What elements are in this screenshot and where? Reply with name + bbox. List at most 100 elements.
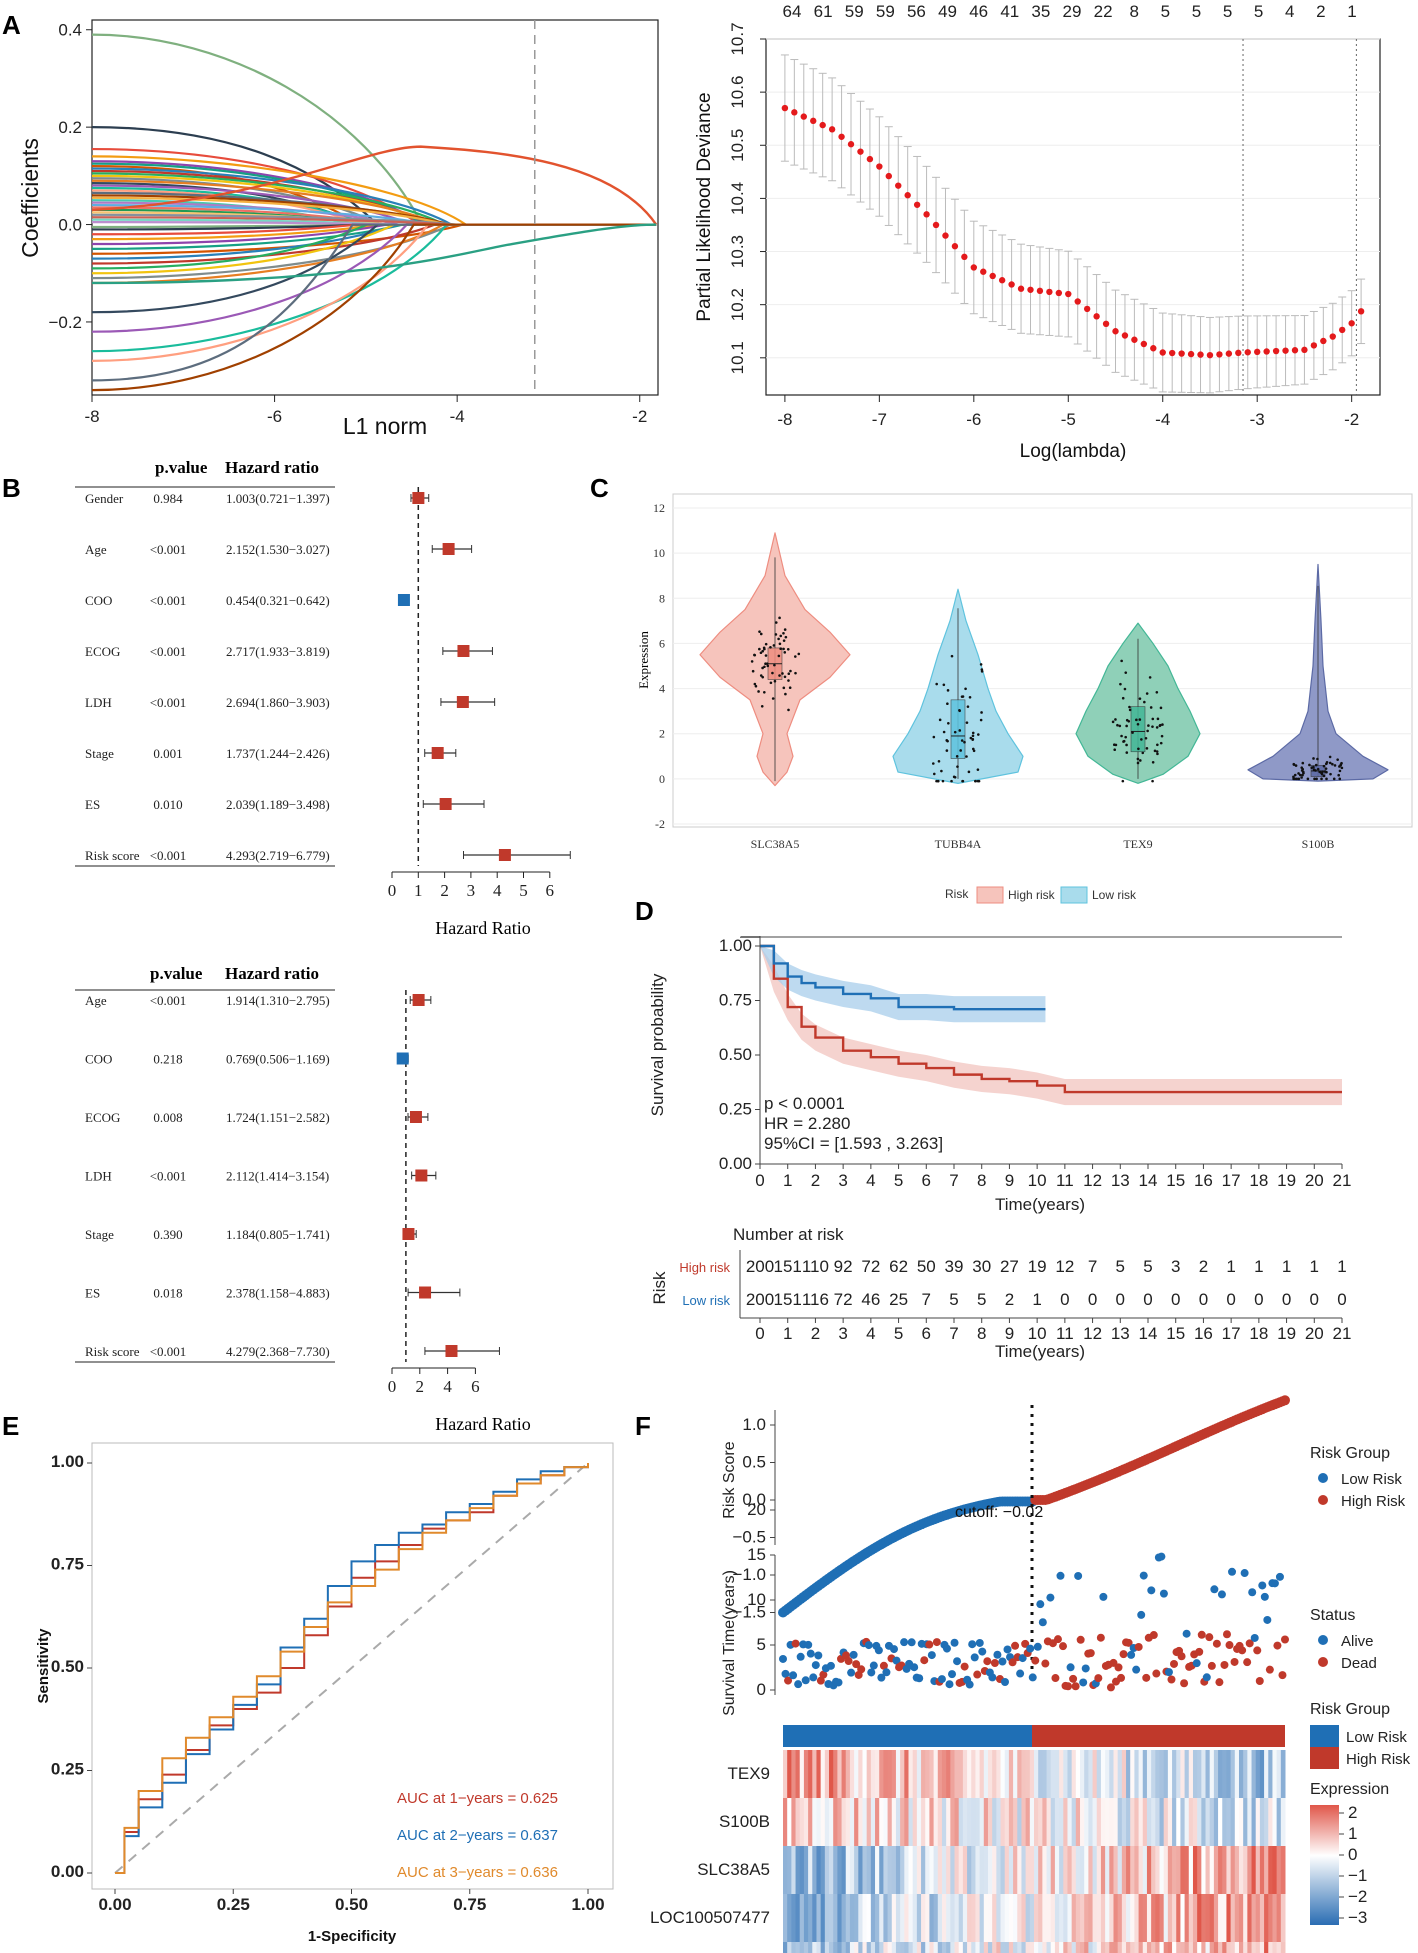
survival-point [1142, 1673, 1151, 1682]
heatmap-cell [1230, 1750, 1236, 1798]
coefficient-path [91, 223, 657, 382]
heatmap-cell [1180, 1750, 1186, 1798]
data-point [784, 635, 788, 639]
heatmap-cell [1255, 1942, 1261, 1953]
data-point [782, 647, 785, 651]
heatmap-cell [849, 1894, 855, 1942]
deviance-point [1159, 349, 1166, 356]
heatmap-cell [824, 1750, 830, 1798]
heatmap-cell [937, 1942, 943, 1953]
data-point [759, 651, 763, 655]
risk-row-label-high: High risk [679, 1260, 730, 1275]
deviance-point [1310, 342, 1318, 349]
data-point [1139, 759, 1142, 762]
deviance-point [1074, 298, 1081, 305]
survival-point [1220, 1660, 1229, 1669]
heatmap-cell [1230, 1894, 1236, 1942]
data-point [1313, 777, 1316, 781]
data-point [1136, 757, 1140, 761]
heatmap-cell [950, 1942, 956, 1953]
x-tick-label: 16 [1194, 1324, 1213, 1343]
heatmap-cell [1100, 1942, 1106, 1953]
survival-point [882, 1668, 891, 1677]
heatmap-cell [816, 1798, 822, 1846]
heatmap-cell [849, 1846, 855, 1894]
data-point [782, 686, 786, 690]
violins [699, 532, 1389, 787]
heatmap-cell [791, 1750, 797, 1798]
legend-low: Low Risk [1346, 1729, 1407, 1746]
heatmap-cell [795, 1798, 801, 1846]
data-point [1113, 748, 1117, 751]
heatmap-cell [1218, 1894, 1223, 1942]
x-axis-label: Log(lambda) [1020, 441, 1127, 462]
survival-point [1202, 1673, 1211, 1682]
heatmap-cell [808, 1798, 813, 1846]
heatmap-cell [1172, 1942, 1177, 1953]
heatmap-cell [1243, 1750, 1248, 1798]
heatmap-cell [1088, 1942, 1094, 1953]
heatmap-cell [845, 1942, 851, 1953]
heatmap-cell [1034, 1798, 1039, 1846]
x-tick-label: 12 [1083, 1171, 1102, 1190]
heatmap-cell [1155, 1942, 1160, 1953]
x-tick-label: 21 [1333, 1324, 1352, 1343]
heatmap-cell [1243, 1894, 1248, 1942]
risk-count: 0 [1116, 1290, 1125, 1309]
hr-header: Hazard ratio [225, 964, 319, 983]
legend-title: Risk Group [1310, 1701, 1390, 1718]
row-hr: 1.724(1.151−2.582) [226, 1110, 330, 1125]
data-point [1301, 773, 1304, 777]
heatmap-cell [1184, 1894, 1190, 1942]
data-point [955, 755, 959, 758]
heatmap-cell [1276, 1750, 1282, 1798]
heatmap-cell [929, 1942, 935, 1953]
heatmap-cell [837, 1750, 843, 1798]
data-point [1337, 773, 1341, 777]
heatmap-cell [1247, 1750, 1253, 1798]
heatmap-cell [1105, 1798, 1110, 1846]
heatmap-cell [1088, 1894, 1094, 1942]
survival-point [1270, 1579, 1279, 1588]
heatmap-cell [929, 1798, 935, 1846]
heatmap-cell [912, 1798, 918, 1846]
data-point [759, 632, 763, 636]
heatmap-cell [1172, 1798, 1177, 1846]
survival-point [948, 1670, 957, 1679]
heatmap-cell [1167, 1798, 1173, 1846]
heatmap-cell [787, 1798, 792, 1846]
heatmap-cell [908, 1846, 914, 1894]
data-point [1158, 723, 1162, 727]
data-point [1292, 762, 1296, 766]
data-point [774, 633, 778, 636]
top-count: 1 [1347, 2, 1356, 21]
row-label: COO [85, 593, 112, 608]
heatmap-cell [996, 1798, 1002, 1846]
risk-row-label-low: Low risk [682, 1293, 730, 1308]
heatmap-cell [1113, 1894, 1119, 1942]
heatmap-cell [808, 1942, 813, 1953]
deviance-point [828, 126, 836, 133]
risk-count: 116 [802, 1290, 829, 1309]
y-tick-label: 10.1 [728, 341, 747, 374]
data-point [779, 634, 783, 638]
heatmap-cell [1134, 1942, 1140, 1953]
heatmap-cell [1209, 1846, 1215, 1894]
data-point [1143, 700, 1146, 704]
row-hr: 1.184(0.805−1.741) [226, 1227, 330, 1242]
x-axis-label: Hazard Ratio [435, 1414, 530, 1434]
data-point [1145, 747, 1149, 750]
heatmap-cell [1226, 1750, 1232, 1798]
heatmap-cell [1071, 1846, 1077, 1894]
x-tick-label: 2 [440, 881, 449, 900]
heatmap-cell [900, 1798, 905, 1846]
survival-point [1086, 1649, 1095, 1658]
heatmap-cell [1259, 1750, 1265, 1798]
risk-count: 62 [889, 1257, 908, 1276]
top-count: 5 [1254, 2, 1263, 21]
data-point [763, 647, 766, 651]
heatmap-cell [904, 1942, 909, 1953]
heatmap-cell [1192, 1942, 1198, 1953]
data-point [1125, 751, 1129, 754]
survival-point [1046, 1593, 1055, 1602]
